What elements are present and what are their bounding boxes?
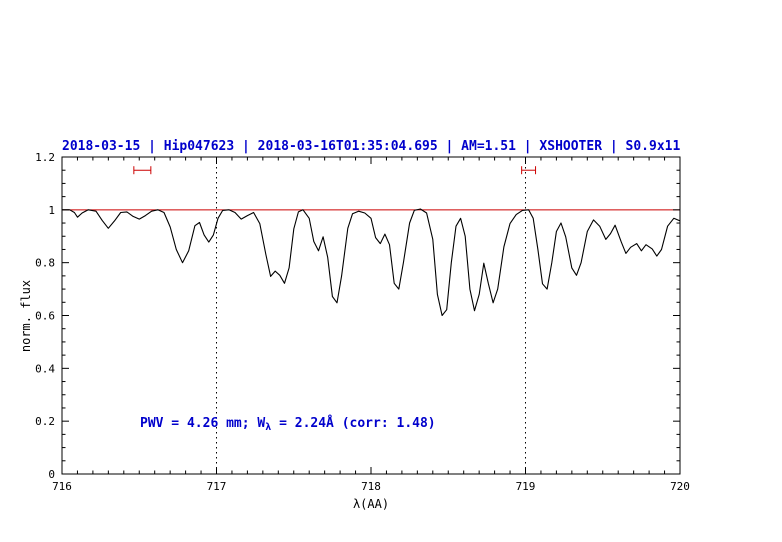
plot-title: 2018-03-15 | Hip047623 | 2018-03-16T01:3…	[62, 139, 681, 154]
x-tick-label: 720	[670, 480, 690, 493]
pwv-annotation: PWV = 4.26 mm; Wλ = 2.24Å (corr: 1.48)	[140, 416, 436, 433]
y-tick-label: 0.6	[35, 310, 55, 323]
x-tick-label: 716	[52, 480, 72, 493]
x-tick-label: 717	[207, 480, 227, 493]
y-tick-label: 0	[48, 468, 55, 481]
x-tick-label: 718	[361, 480, 381, 493]
x-tick-label: 719	[516, 480, 536, 493]
pwv-annotation-suffix: = 2.24Å (corr: 1.48)	[271, 416, 436, 431]
lambda-subscript: λ	[265, 422, 272, 433]
y-tick-label: 0.4	[35, 362, 55, 375]
pwv-annotation-prefix: PWV = 4.26 mm; W	[140, 416, 266, 431]
x-axis-label: λ(AA)	[352, 497, 390, 511]
y-tick-label: 1	[48, 204, 55, 217]
y-tick-label: 1.2	[35, 151, 55, 164]
y-tick-label: 0.8	[35, 257, 55, 270]
spectrum-line	[62, 208, 681, 317]
y-tick-label: 0.2	[35, 415, 55, 428]
